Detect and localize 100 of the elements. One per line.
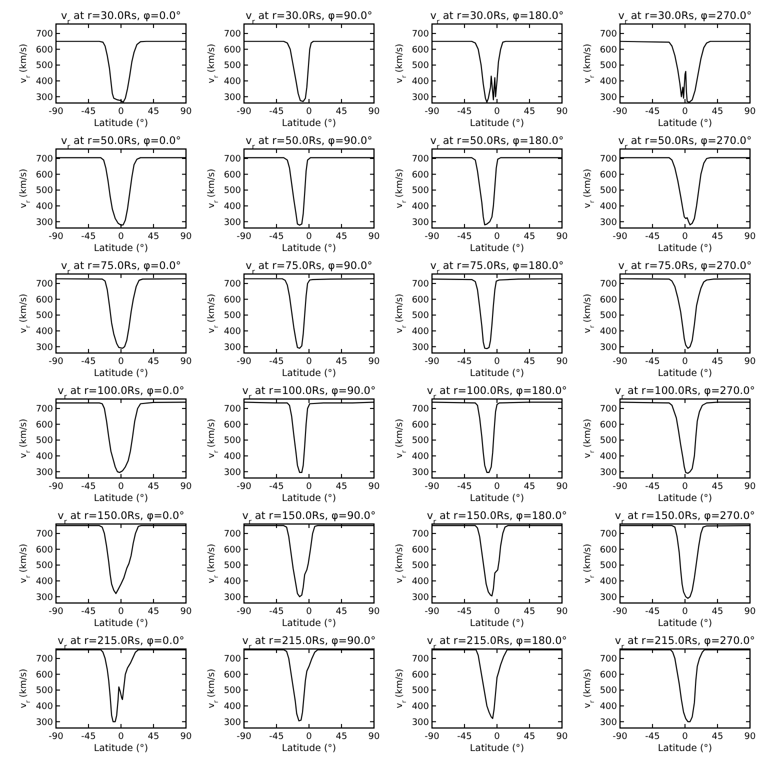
y-tick-label: 500 [224, 436, 242, 446]
x-axis-title: Latitude (°) [658, 493, 712, 504]
y-tick-label: 700 [412, 654, 430, 665]
y-tick-label: 300 [412, 718, 430, 728]
y-tick-label: 500 [600, 186, 618, 196]
x-tick-label: 90 [180, 607, 192, 617]
y-tick-label: 600 [600, 420, 618, 430]
x-tick-label: -90 [48, 232, 64, 242]
y-tick-label: 400 [36, 577, 54, 588]
x-tick-label: -90 [424, 357, 440, 367]
x-tick-label: -45 [81, 357, 96, 367]
x-tick-label: 90 [368, 232, 380, 242]
x-tick-label: 0 [118, 357, 124, 367]
y-tick-label: 700 [224, 404, 242, 415]
x-tick-label: 90 [180, 107, 192, 117]
y-tick-label: 500 [224, 686, 242, 696]
y-tick-label: 600 [36, 45, 54, 56]
y-tick-label: 600 [224, 670, 242, 680]
x-tick-label: -90 [424, 607, 440, 617]
y-tick-label: 500 [412, 561, 430, 572]
y-tick-label: 700 [36, 154, 54, 165]
y-tick-label: 300 [224, 342, 242, 353]
y-tick-label: 400 [412, 77, 430, 88]
x-tick-label: -45 [81, 607, 96, 617]
x-tick-label: 45 [148, 732, 160, 742]
x-tick-label: -45 [645, 732, 660, 742]
x-tick-label: 0 [494, 232, 500, 242]
x-tick-label: 45 [524, 357, 536, 367]
y-tick-label: 400 [224, 202, 242, 212]
y-tick-label: 500 [224, 561, 242, 572]
x-tick-label: -90 [48, 107, 64, 117]
y-tick-label: 600 [36, 170, 54, 180]
y-tick-label: 300 [600, 718, 618, 728]
x-tick-label: 0 [682, 232, 688, 242]
x-axis-title: Latitude (°) [658, 368, 712, 379]
y-tick-label: 700 [224, 30, 242, 40]
x-axis-title: Latitude (°) [94, 243, 148, 254]
x-tick-label: -45 [81, 107, 96, 117]
x-tick-label: -45 [81, 732, 96, 742]
x-tick-label: 90 [744, 357, 756, 367]
y-tick-label: 700 [412, 280, 430, 290]
x-tick-label: -45 [457, 482, 472, 492]
y-tick-label: 300 [224, 718, 242, 728]
y-tick-label: 500 [36, 436, 54, 446]
x-axis-title: Latitude (°) [470, 118, 524, 129]
y-tick-label: 700 [412, 530, 430, 540]
x-tick-label: 90 [368, 357, 380, 367]
x-tick-label: 90 [744, 607, 756, 617]
x-tick-label: 90 [368, 732, 380, 742]
x-tick-label: 0 [118, 607, 124, 617]
x-tick-label: -45 [269, 482, 284, 492]
x-tick-label: 90 [180, 482, 192, 492]
x-tick-label: 90 [180, 357, 192, 367]
y-tick-label: 300 [600, 592, 618, 603]
x-tick-label: -45 [269, 732, 284, 742]
y-tick-label: 700 [412, 404, 430, 415]
x-tick-label: 45 [148, 232, 160, 242]
x-tick-label: -90 [48, 732, 64, 742]
y-tick-label: 500 [600, 686, 618, 696]
x-tick-label: 45 [336, 107, 348, 117]
y-tick-label: 300 [36, 92, 54, 103]
x-tick-label: 45 [712, 607, 724, 617]
x-tick-label: -45 [645, 107, 660, 117]
x-tick-label: -45 [645, 607, 660, 617]
x-tick-label: 90 [744, 732, 756, 742]
y-tick-label: 300 [412, 342, 430, 353]
x-tick-label: 90 [556, 732, 568, 742]
x-tick-label: 90 [556, 107, 568, 117]
y-tick-label: 500 [412, 311, 430, 322]
y-tick-label: 500 [36, 61, 54, 72]
x-tick-label: -90 [612, 232, 628, 242]
y-tick-label: 300 [412, 218, 430, 228]
x-tick-label: -45 [645, 232, 660, 242]
y-tick-label: 400 [224, 577, 242, 588]
y-tick-label: 300 [36, 468, 54, 478]
y-tick-label: 600 [600, 545, 618, 556]
x-axis-title: Latitude (°) [658, 118, 712, 129]
x-tick-label: 45 [712, 482, 724, 492]
y-tick-label: 500 [600, 311, 618, 322]
y-tick-label: 500 [412, 61, 430, 72]
y-tick-label: 700 [412, 154, 430, 165]
x-axis-title: Latitude (°) [282, 368, 336, 379]
x-axis-title: Latitude (°) [282, 743, 336, 754]
y-tick-label: 500 [224, 61, 242, 72]
y-tick-label: 400 [600, 202, 618, 212]
y-tick-label: 600 [36, 420, 54, 430]
x-tick-label: 45 [712, 232, 724, 242]
x-tick-label: 45 [524, 232, 536, 242]
x-tick-label: 45 [336, 357, 348, 367]
x-tick-label: 45 [148, 482, 160, 492]
x-tick-label: 0 [494, 482, 500, 492]
x-tick-label: 90 [556, 607, 568, 617]
x-axis-title: Latitude (°) [94, 493, 148, 504]
y-tick-label: 600 [224, 420, 242, 430]
x-tick-label: 0 [118, 482, 124, 492]
x-axis-title: Latitude (°) [470, 618, 524, 629]
y-tick-label: 400 [600, 327, 618, 338]
y-tick-label: 300 [36, 592, 54, 603]
y-tick-label: 400 [412, 452, 430, 462]
x-tick-label: 90 [556, 482, 568, 492]
